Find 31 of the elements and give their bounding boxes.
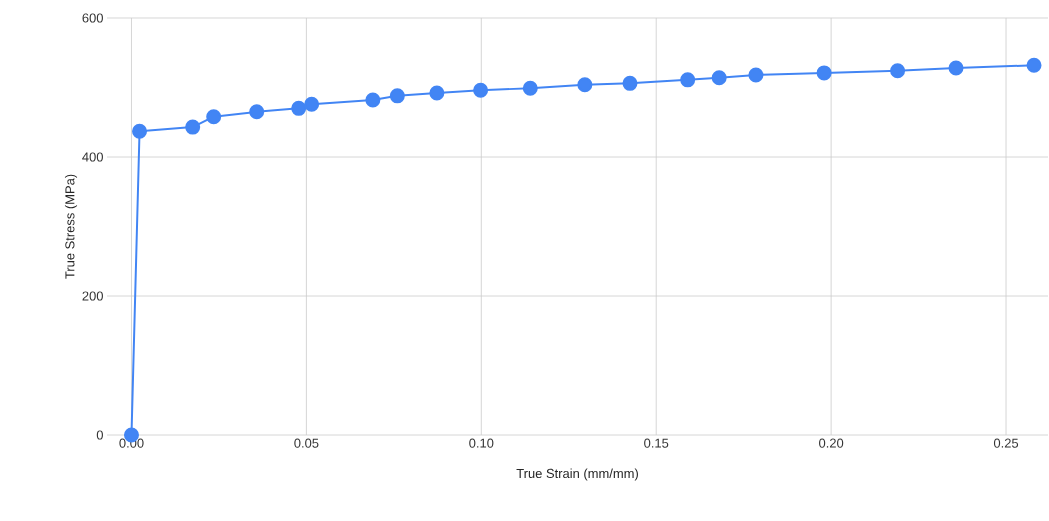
point (291, 100, 307, 116)
point (748, 67, 764, 83)
x-tick-label: 0.05 (294, 438, 319, 448)
point (711, 70, 727, 86)
point (577, 77, 593, 93)
point (206, 109, 222, 125)
point (816, 65, 832, 81)
point (304, 96, 320, 112)
point (622, 75, 638, 91)
point (389, 88, 405, 104)
x-axis-title: True Strain (mm/mm) (516, 468, 638, 481)
point (429, 85, 445, 101)
y-tick-label: 600 (82, 13, 103, 23)
point (473, 82, 489, 98)
point (185, 119, 201, 135)
x-tick-label: 0.20 (819, 438, 844, 448)
x-tick-label: 0.15 (644, 438, 669, 448)
point (132, 123, 148, 139)
point (249, 104, 265, 120)
y-tick-label: 200 (82, 291, 103, 301)
y-axis-title: True Stress (MPa) (64, 174, 78, 279)
point (365, 92, 381, 108)
point (890, 63, 906, 79)
y-tick-label: 400 (82, 152, 103, 162)
point (522, 80, 538, 96)
point (1026, 57, 1042, 73)
x-tick-label: 0.10 (469, 438, 494, 448)
y-tick-label: 0 (96, 430, 103, 440)
x-tick-label: 0.25 (993, 438, 1019, 448)
point (680, 72, 696, 88)
point (948, 60, 964, 76)
